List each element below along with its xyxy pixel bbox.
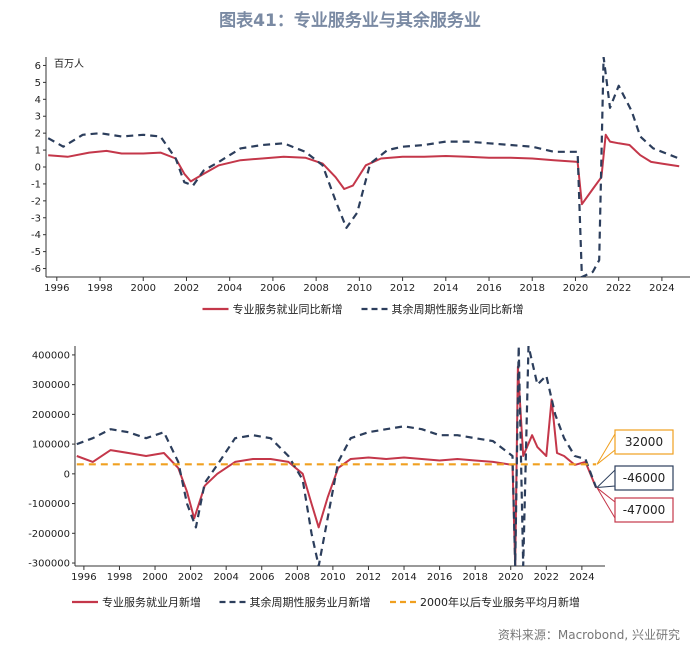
y-tick-label: 6 xyxy=(35,61,41,72)
y-tick-label: 1 xyxy=(35,146,41,157)
y-tick-label: -5 xyxy=(31,247,41,258)
x-tick-label: 2024 xyxy=(649,283,674,294)
x-tick-label: 2006 xyxy=(260,283,285,294)
callout-label: -47000 xyxy=(623,503,666,517)
y-tick-label: 5 xyxy=(35,78,41,89)
x-tick-label: 2000 xyxy=(131,283,156,294)
x-tick-label: 1998 xyxy=(87,283,112,294)
y-tick-label: 100000 xyxy=(32,440,70,451)
y-tick-label: 3 xyxy=(35,112,41,123)
legend-label: 专业服务就业同比新增 xyxy=(233,302,343,316)
source-note: 资料来源：Macrobond, 兴业研究 xyxy=(497,628,680,642)
y-tick-label: 2 xyxy=(35,129,41,140)
y-tick-label: 200000 xyxy=(32,410,70,421)
y-tick-label: 4 xyxy=(35,95,41,106)
series-line-1-1 xyxy=(76,346,598,566)
y-tick-label: -1 xyxy=(31,179,41,190)
x-tick-label: 2022 xyxy=(606,283,631,294)
y-axis-unit-label: 百万人 xyxy=(54,58,84,70)
x-tick-label: 2004 xyxy=(217,283,242,294)
y-tick-label: 400000 xyxy=(32,350,70,361)
callout-pointer xyxy=(596,487,616,520)
y-tick-label: -100000 xyxy=(28,499,70,510)
legend-label: 专业服务就业月新增 xyxy=(102,595,201,609)
x-tick-label: 2014 xyxy=(391,572,416,583)
x-tick-label: 2008 xyxy=(303,283,328,294)
x-tick-label: 2014 xyxy=(433,283,458,294)
x-tick-label: 2012 xyxy=(356,572,381,583)
y-tick-label: 300000 xyxy=(32,380,70,391)
x-tick-label: 2008 xyxy=(285,572,310,583)
legend-label: 其余周期性服务业同比新增 xyxy=(392,302,524,316)
y-tick-label: -3 xyxy=(31,213,41,224)
x-tick-label: 2006 xyxy=(249,572,274,583)
x-tick-label: 2010 xyxy=(347,283,372,294)
x-tick-label: 2002 xyxy=(174,283,199,294)
x-tick-label: 2000 xyxy=(142,572,167,583)
x-tick-label: 2002 xyxy=(178,572,203,583)
x-tick-label: 2004 xyxy=(213,572,238,583)
x-tick-label: 2016 xyxy=(476,283,501,294)
callout-pointer xyxy=(596,432,616,465)
x-tick-label: 2012 xyxy=(390,283,415,294)
callout-pointer xyxy=(595,468,616,489)
x-tick-label: 2018 xyxy=(462,572,487,583)
series-line-0-0 xyxy=(48,133,680,206)
series-line-1-0 xyxy=(76,365,598,566)
y-tick-label: -300000 xyxy=(28,559,70,570)
page-title: 图表41：专业服务业与其余服务业 xyxy=(219,11,481,31)
callout-box xyxy=(614,465,674,491)
y-tick-label: 0 xyxy=(64,469,70,480)
x-tick-label: 2022 xyxy=(534,572,559,583)
legend-label: 2000年以后专业服务平均月新增 xyxy=(420,595,580,609)
x-tick-label: 1996 xyxy=(44,283,69,294)
x-tick-label: 2018 xyxy=(520,283,545,294)
y-tick-label: -4 xyxy=(31,230,41,241)
y-tick-label: 0 xyxy=(35,163,41,174)
x-tick-label: 2024 xyxy=(569,572,594,583)
x-tick-label: 2020 xyxy=(498,572,523,583)
y-tick-label: -2 xyxy=(31,196,41,207)
x-tick-label: 2016 xyxy=(427,572,452,583)
legend-label: 其余周期性服务业月新增 xyxy=(250,595,371,609)
x-tick-label: 2020 xyxy=(563,283,588,294)
y-tick-label: -6 xyxy=(31,264,41,275)
callout-box xyxy=(614,497,674,523)
callout-label: 32000 xyxy=(625,435,663,449)
x-tick-label: 1998 xyxy=(107,572,132,583)
y-tick-label: -200000 xyxy=(28,529,70,540)
callout-label: -46000 xyxy=(623,471,666,485)
callout-box xyxy=(614,429,674,455)
x-tick-label: 1996 xyxy=(71,572,96,583)
x-tick-label: 2010 xyxy=(320,572,345,583)
